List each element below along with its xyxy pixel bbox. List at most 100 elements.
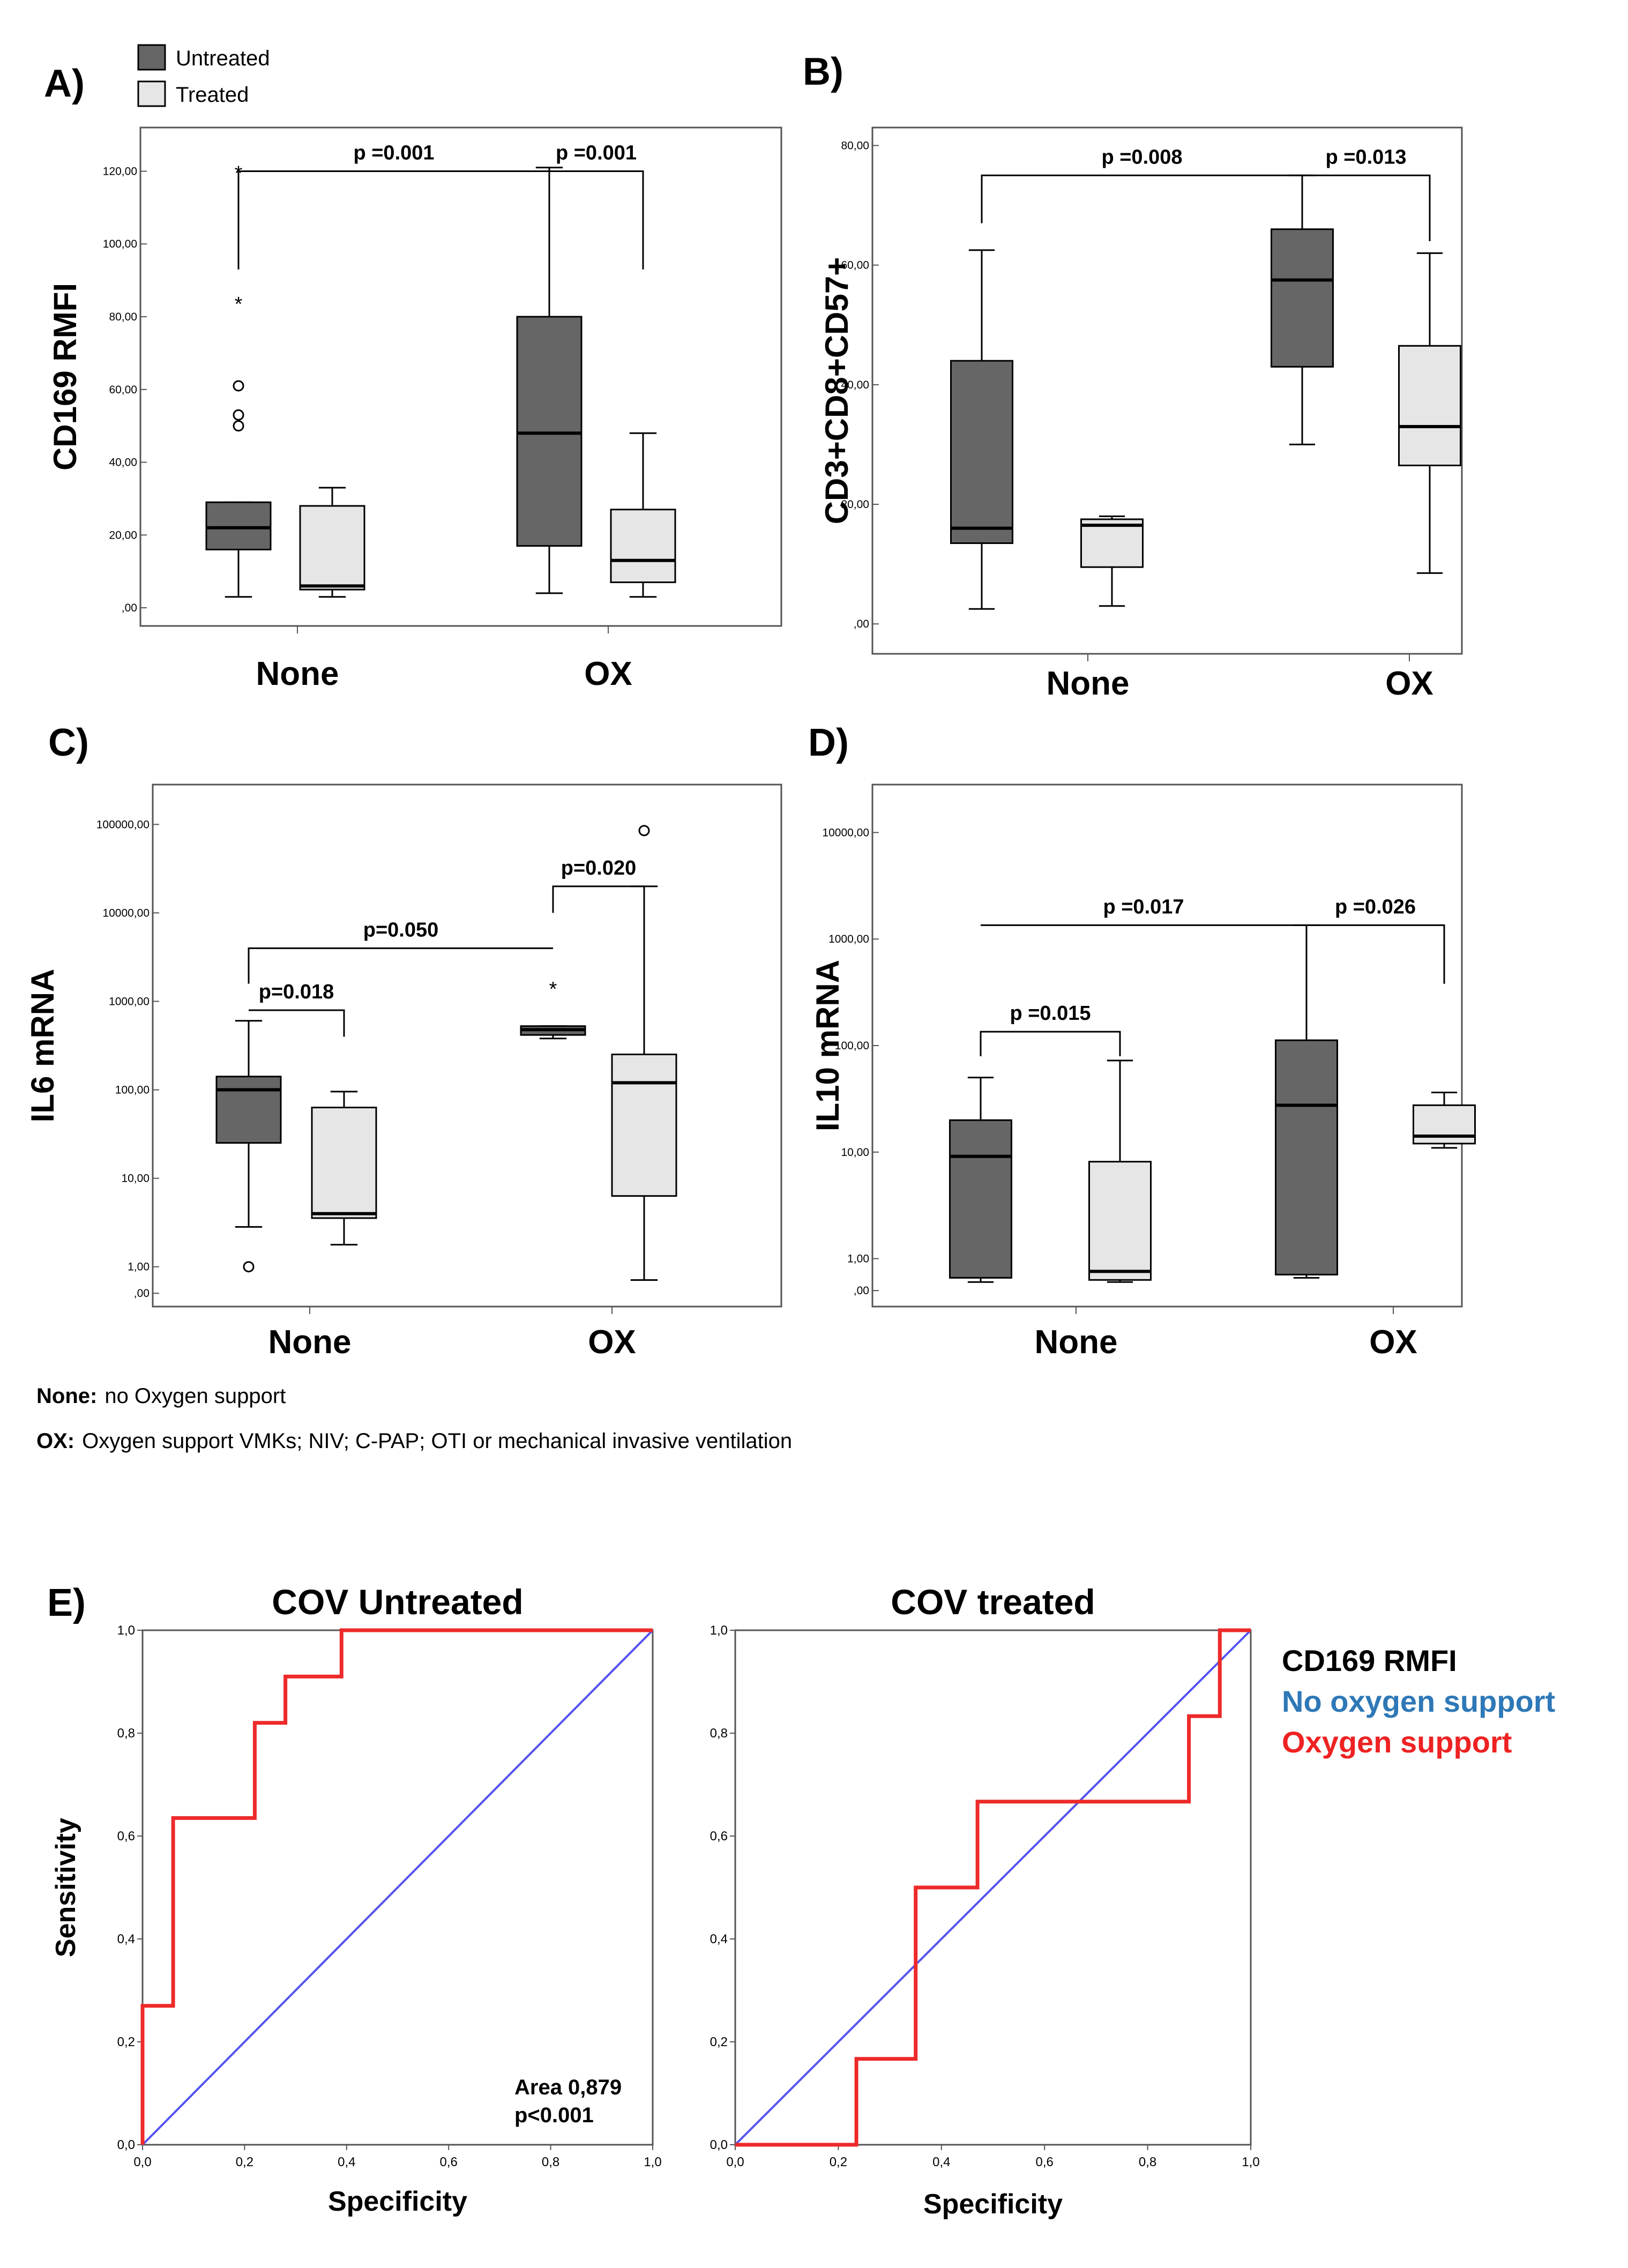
y-tick-label: 1,0	[117, 1623, 135, 1638]
y-tick-label: 1,00	[128, 1261, 150, 1273]
roc-legend-oxygen: Oxygen support	[1282, 1725, 1512, 1759]
y-tick-label: 20,00	[841, 498, 869, 511]
legend-swatch-treated	[137, 80, 166, 107]
y-tick-label: ,00	[854, 618, 869, 630]
p-value-label: p =0.026	[1335, 896, 1416, 918]
category-label-ox: OX	[588, 1324, 636, 1361]
y-tick-label: ,00	[854, 1285, 869, 1297]
legend-label-treated: Treated	[176, 83, 249, 107]
y-tick-label: 20,00	[109, 529, 137, 541]
box-none-treated	[299, 487, 365, 598]
p-value-label: p=0.018	[259, 981, 334, 1003]
note-none-text: no Oxygen support	[104, 1384, 286, 1408]
y-tick-label: 80,00	[109, 311, 137, 323]
y-tick-label: 10000,00	[102, 907, 150, 919]
bracket-line	[1306, 924, 1445, 984]
x-tick-label: 0,8	[542, 2155, 559, 2169]
y-tick-label: 0,4	[710, 1932, 728, 1946]
box-none-untreated: **	[205, 162, 272, 598]
roc-curve-line	[140, 1628, 653, 2145]
x-tick-label: 1,0	[1242, 2155, 1259, 2169]
y-tick-label: 0,2	[117, 2035, 135, 2049]
y-tick-label: 0,0	[710, 2138, 728, 2152]
category-label-none: None	[268, 1324, 352, 1361]
y-tick-label: 80,00	[841, 139, 869, 152]
x-tick-label: 0,0	[133, 2155, 151, 2169]
box-none-untreated	[949, 1077, 1012, 1283]
outlier-circle	[233, 380, 244, 392]
outlier-star: *	[549, 978, 557, 1001]
y-tick-label: 100,00	[115, 1084, 150, 1096]
significance-bracket: p=0.050	[248, 919, 553, 984]
y-tick-label: 0,2	[710, 2035, 728, 2049]
outlier-circle	[233, 420, 244, 432]
iqr-box	[949, 1119, 1012, 1279]
roc-legend-no-oxygen: No oxygen support	[1282, 1684, 1555, 1718]
chart-title-e2: COV treated	[891, 1582, 1095, 1622]
y-tick-label: 1000,00	[109, 995, 150, 1008]
iqr-box	[1413, 1104, 1476, 1145]
y-tick-label: 10000,00	[822, 826, 869, 839]
y-tick-label: 0,8	[710, 1726, 728, 1741]
y-axis-label: CD169 RMFI	[47, 283, 83, 471]
y-tick-label: 60,00	[841, 259, 869, 272]
iqr-box	[299, 505, 365, 591]
y-tick-label: 0,6	[710, 1829, 728, 1844]
auc-annotation: Area 0,879	[514, 2076, 622, 2099]
x-tick-label: 0,8	[1139, 2155, 1156, 2169]
category-label-none: None	[1035, 1324, 1118, 1361]
panel-e-roc-untreated: E) COV Untreated 0,0 0,0 0,2 0,2 0,4 0,4 0,6 0,6 0…	[47, 1581, 662, 2217]
panel-e-roc-treated: COV treated 0,0 0,0 0,2 0,2 0,4 0,4 0,6 0,6 0,8 0,…	[710, 1582, 1260, 2220]
x-tick-label: 0,6	[440, 2155, 458, 2169]
box-none-treated	[1088, 1060, 1152, 1283]
significance-bracket: p=0.018	[249, 981, 345, 1037]
p-value-label: p =0.013	[1325, 146, 1406, 168]
p-value-label: p =0.008	[1101, 146, 1182, 168]
legend-label-untreated: Untreated	[176, 47, 270, 70]
panel-label-b: B)	[803, 50, 843, 93]
p-value-label: p =0.001	[353, 141, 434, 164]
bracket-line	[980, 1031, 1121, 1056]
y-tick-label: 40,00	[109, 457, 137, 469]
x-tick-label: 0,4	[338, 2155, 355, 2169]
panel-label-c: C)	[48, 721, 89, 764]
iqr-box	[205, 501, 272, 550]
bracket-line	[237, 170, 549, 270]
y-tick-label: 10,00	[121, 1173, 150, 1185]
iqr-box	[1275, 1039, 1338, 1275]
box-ox-untreated	[1271, 174, 1334, 445]
x-tick-label: 0,2	[830, 2155, 847, 2169]
x-tick-label: 0,4	[932, 2155, 950, 2169]
y-tick-label: 10,00	[841, 1146, 869, 1159]
note-ox-text: Oxygen support VMKs; NIV; C-PAP; OTI or …	[82, 1429, 792, 1453]
reference-diagonal-line	[141, 1629, 654, 2146]
category-label-ox: OX	[1385, 665, 1433, 702]
iqr-box	[610, 509, 676, 584]
y-axis-label: CD3+CD8+CD57+	[819, 257, 855, 525]
p-value-label: p=0.050	[363, 919, 439, 941]
y-tick-label: 1,0	[710, 1623, 728, 1638]
outlier-circle	[233, 409, 244, 421]
p-value-label: p =0.001	[556, 141, 637, 164]
significance-bracket: p =0.001	[237, 141, 549, 270]
iqr-box	[611, 1054, 677, 1197]
y-tick-label: 0,4	[117, 1932, 135, 1946]
significance-bracket: p =0.015	[980, 1002, 1121, 1056]
panel-d-il10-boxplot: D) IL10 mRNA ,00 1,00 10,00 100,00 1000,00 1000…	[808, 721, 1476, 1361]
plot-frame	[734, 1629, 1252, 2146]
p-value-annotation: p<0.001	[514, 2103, 594, 2127]
bracket-line	[552, 885, 644, 913]
panel-label-e: E)	[47, 1581, 86, 1624]
y-tick-label: 60,00	[109, 384, 137, 396]
iqr-box	[1398, 345, 1461, 466]
iqr-box	[1080, 518, 1144, 568]
y-tick-label: 1000,00	[828, 933, 869, 945]
significance-bracket: p =0.017	[981, 896, 1306, 926]
iqr-box	[311, 1107, 377, 1219]
box-ox-untreated	[516, 167, 583, 594]
series-legend: Untreated Treated	[137, 44, 270, 107]
panel-a-cd169-boxplot: A) CD169 RMFI ,00 20,00 40,00 60,00 80,00 100,0…	[44, 62, 782, 692]
note-none: None: no Oxygen support	[36, 1384, 286, 1408]
box-none-treated	[311, 1091, 377, 1245]
category-label-ox: OX	[584, 655, 632, 692]
